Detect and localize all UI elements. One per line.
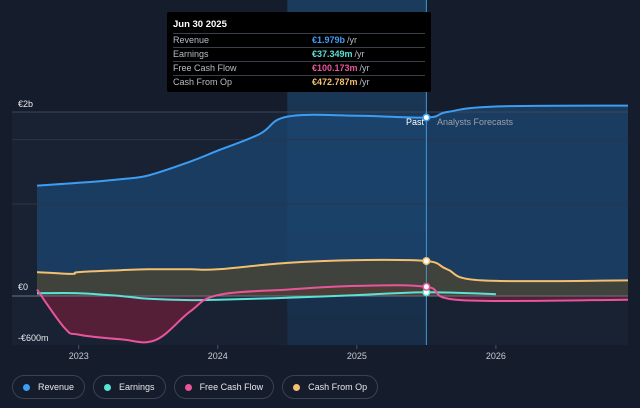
tooltip-label: Cash From Op — [173, 77, 233, 87]
tooltip-unit: /yr — [359, 77, 370, 87]
cash-from-op-marker — [422, 256, 431, 266]
tooltip-date: Jun 30 2025 — [173, 19, 227, 30]
tooltip-label: Earnings — [173, 49, 209, 59]
x-tick-label: 2025 — [347, 351, 367, 361]
legend-dot-icon — [293, 383, 301, 391]
tooltip-row-cash-from-op: Cash From Op €472.787m /yr — [173, 75, 425, 89]
x-tick-label: 2026 — [486, 351, 506, 361]
legend-item-cash-from-op[interactable]: Cash From Op — [282, 375, 379, 399]
legend-item-free-cash-flow[interactable]: Free Cash Flow — [173, 375, 275, 399]
legend-label: Free Cash Flow — [199, 382, 264, 392]
tooltip-unit: /yr — [354, 49, 365, 59]
tooltip-value: €472.787m — [312, 77, 358, 87]
legend-label: Revenue — [38, 382, 75, 392]
free-cash-flow-line — [36, 284, 629, 344]
revenue-area — [37, 105, 628, 296]
y-label-zero: €0 — [18, 282, 28, 292]
legend-item-earnings[interactable]: Earnings — [93, 375, 166, 399]
legend: Revenue Earnings Free Cash Flow Cash Fro… — [12, 375, 379, 399]
legend-label: Cash From Op — [308, 382, 368, 392]
tooltip-unit: /yr — [347, 35, 358, 45]
legend-dot-icon — [23, 383, 30, 391]
x-tick-label: 2024 — [208, 351, 228, 361]
legend-dot-icon — [104, 383, 112, 391]
tooltip: Jun 30 2025 Revenue €1.979b /yr Earnings… — [167, 12, 431, 92]
revenue-marker — [422, 113, 431, 122]
forecast-label: Analysts Forecasts — [437, 117, 514, 127]
cash-from-op-line — [36, 258, 629, 283]
cash-from-op-area — [37, 259, 628, 296]
legend-dot-icon — [184, 383, 192, 391]
tooltip-row-revenue: Revenue €1.979b /yr — [173, 33, 425, 47]
y-label-bottom: -€600m — [18, 333, 49, 343]
tooltip-row-free-cash-flow: Free Cash Flow €100.173m /yr — [173, 61, 425, 75]
tooltip-label: Revenue — [173, 35, 210, 45]
past-label: Past — [406, 117, 425, 127]
x-tick-label: 2023 — [69, 351, 89, 361]
tooltip-value: €100.173m — [312, 63, 358, 73]
tooltip-row-earnings: Earnings €37.349m /yr — [173, 47, 425, 61]
y-label-top: €2b — [18, 99, 33, 109]
legend-item-revenue[interactable]: Revenue — [12, 375, 86, 399]
revenue-line — [36, 104, 629, 187]
tooltip-label: Free Cash Flow — [173, 63, 237, 73]
earnings-line — [36, 291, 496, 302]
legend-label: Earnings — [119, 382, 155, 392]
tooltip-unit: /yr — [359, 63, 370, 73]
tooltip-value: €1.979b — [312, 35, 346, 45]
tooltip-value: €37.349m — [312, 49, 353, 59]
free-cash-flow-marker — [422, 282, 431, 291]
